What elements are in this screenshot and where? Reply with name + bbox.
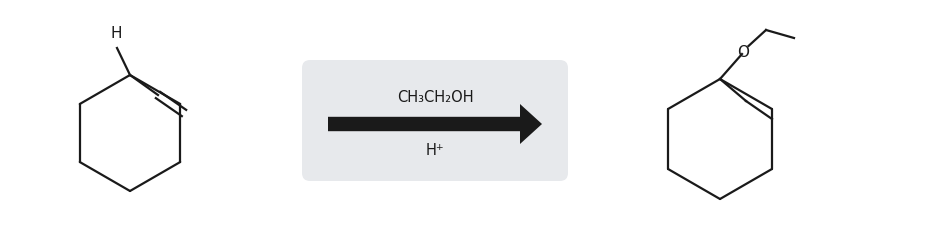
FancyBboxPatch shape	[302, 60, 568, 181]
Text: CH₃CH₂OH: CH₃CH₂OH	[397, 90, 473, 105]
Text: H: H	[110, 26, 122, 41]
Text: H⁺: H⁺	[425, 143, 444, 158]
Text: O: O	[737, 45, 749, 60]
Polygon shape	[328, 104, 542, 144]
